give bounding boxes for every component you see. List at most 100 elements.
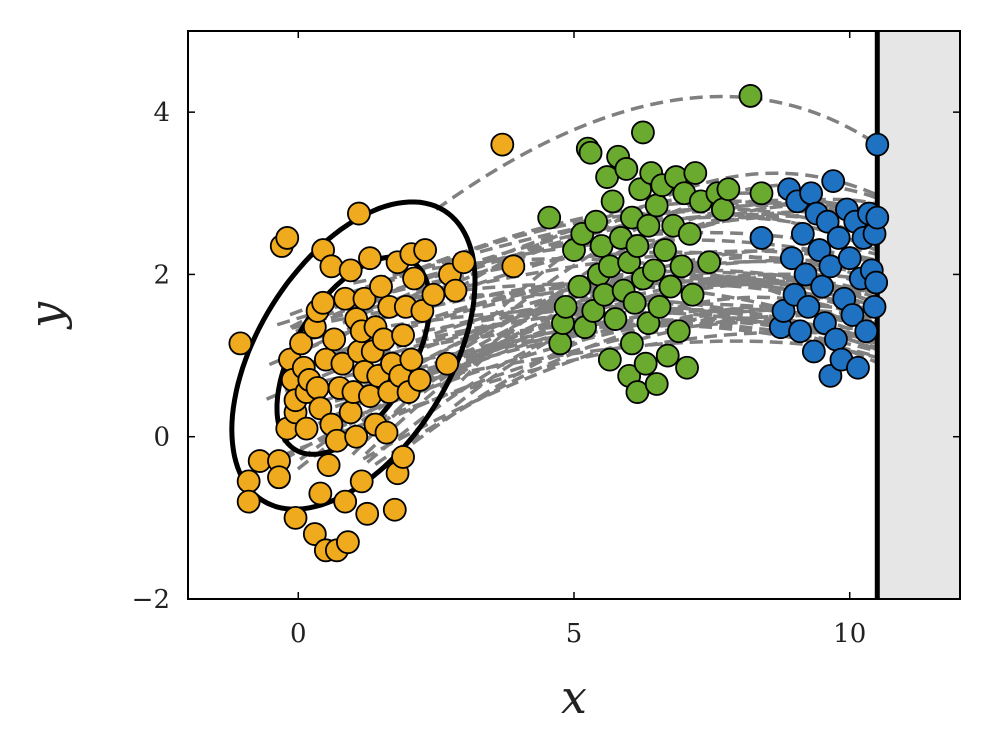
- scatter-point: [349, 469, 374, 494]
- scatter-point: [567, 274, 592, 299]
- scatter-point: [275, 226, 300, 250]
- scatter-point: [355, 501, 380, 526]
- scatter-point: [402, 266, 426, 291]
- scatter-point: [289, 331, 313, 356]
- scatter-point: [697, 250, 721, 275]
- scatter-point: [625, 234, 650, 258]
- scatter-point: [553, 294, 578, 319]
- trajectory-curve: [445, 171, 878, 365]
- scatter-point: [537, 205, 562, 230]
- scatter-point: [716, 177, 741, 202]
- scatter-point: [738, 84, 763, 108]
- scatter-point: [347, 201, 371, 226]
- scatter-point: [636, 311, 661, 336]
- scatter-point: [815, 209, 840, 234]
- scatter-point: [592, 282, 617, 307]
- scatter-point: [818, 363, 843, 388]
- scatter-point: [788, 319, 812, 344]
- scatter-point: [666, 319, 691, 344]
- x-tick-label: 10: [833, 619, 866, 649]
- trajectory-curve: [310, 279, 878, 365]
- scatter-point: [322, 327, 347, 352]
- confidence-ellipse: [229, 199, 478, 512]
- scatter-point: [749, 226, 774, 250]
- scatter-point: [864, 270, 889, 295]
- scatter-point: [680, 282, 705, 307]
- scatter-point: [837, 246, 862, 271]
- scatter-point: [801, 339, 826, 364]
- scatter-point: [597, 254, 622, 279]
- scatter-point: [410, 299, 435, 323]
- confidence-ellipse: [274, 254, 433, 457]
- scatter-point: [330, 351, 355, 376]
- scatter-point: [382, 497, 407, 522]
- scatter-point: [796, 294, 821, 319]
- scatter-point: [228, 331, 253, 356]
- scatter-point: [824, 327, 848, 352]
- scatter-point: [846, 355, 870, 380]
- shaded-region: [877, 31, 960, 599]
- scatter-point: [333, 489, 358, 514]
- scatter-point: [597, 347, 622, 372]
- scatter-point: [548, 331, 573, 356]
- scatter-point: [603, 307, 628, 331]
- scatter-points: [228, 84, 890, 563]
- y-tick-label: 0: [153, 423, 170, 453]
- scatter-point: [793, 262, 818, 287]
- scatter-point: [749, 181, 774, 206]
- y-axis-title: y: [19, 301, 73, 330]
- scatter-point: [581, 299, 606, 323]
- scatter-point: [358, 246, 382, 271]
- scatter-point: [435, 351, 460, 376]
- scatter-point: [338, 400, 363, 425]
- scatter-point: [407, 368, 432, 392]
- scatter-point: [283, 505, 308, 530]
- scatter-point: [862, 294, 887, 319]
- scatter-point: [633, 351, 658, 376]
- scatter-point: [631, 120, 655, 145]
- scatter-point: [584, 209, 608, 234]
- scatter-point: [451, 250, 476, 275]
- scatter-point: [840, 303, 865, 327]
- scatter-point: [443, 278, 468, 303]
- scatter-point: [338, 258, 363, 283]
- scatter-point: [865, 205, 890, 230]
- scatter-point: [294, 416, 319, 441]
- scatter-point: [344, 424, 369, 449]
- scatter-point: [308, 396, 333, 421]
- scatter-point: [336, 530, 360, 555]
- scatter-point: [675, 355, 699, 380]
- scatter-point: [316, 453, 341, 478]
- y-tick-label: 2: [153, 260, 170, 290]
- x-tick-label: 0: [290, 619, 307, 649]
- scatter-point: [620, 331, 644, 356]
- scatter-point: [799, 181, 824, 206]
- scatter-point: [358, 384, 382, 409]
- boundary-shaded-region: [877, 31, 960, 599]
- scatter-point: [421, 282, 446, 307]
- scatter-point: [374, 420, 399, 445]
- scatter-point: [653, 238, 677, 262]
- scatter-point: [399, 347, 424, 372]
- confidence-ellipses: [229, 199, 478, 512]
- x-axis-title: x: [561, 670, 587, 724]
- scatter-point: [311, 290, 336, 315]
- scatter-point: [324, 428, 349, 453]
- scatter-point: [578, 140, 603, 165]
- scatter-point: [413, 238, 438, 262]
- axis-ticks: 0 5 10 −2 0 2 4: [132, 31, 960, 649]
- trajectory-curve: [435, 94, 879, 211]
- scatter-point: [308, 481, 333, 506]
- scatter-point: [658, 274, 683, 299]
- scatter-point: [600, 189, 625, 214]
- scatter-point: [810, 274, 835, 299]
- scatter-point: [236, 489, 261, 514]
- scatter-point: [683, 161, 708, 185]
- scatter-point: [779, 246, 804, 271]
- y-tick-label: −2: [132, 585, 170, 615]
- scatter-point: [677, 221, 702, 246]
- scatter-point: [369, 274, 393, 299]
- scatter-point: [305, 376, 330, 400]
- scatter-point: [642, 258, 666, 283]
